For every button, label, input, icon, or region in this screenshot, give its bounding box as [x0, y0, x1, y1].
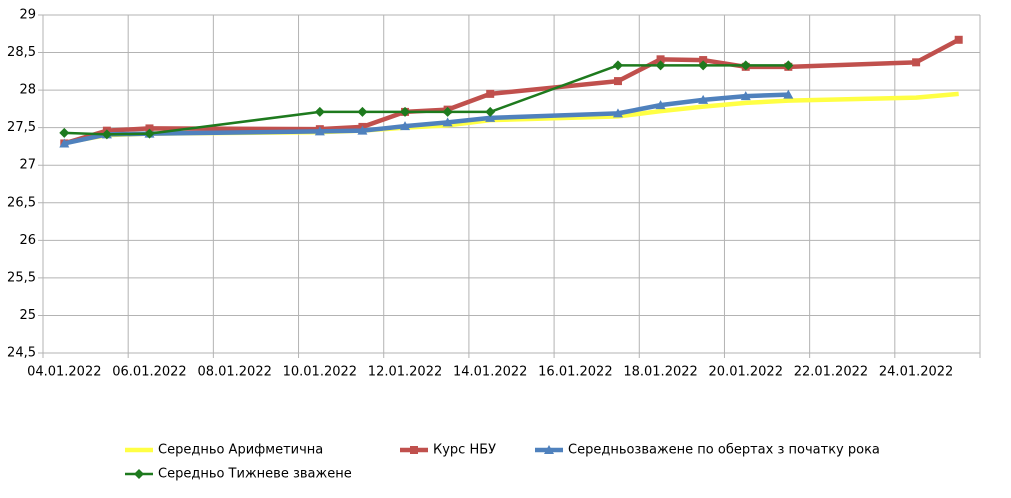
legend-label: Середньо Тижневе зважене: [158, 467, 352, 482]
x-tick-label: 08.01.2022: [197, 365, 271, 380]
point-marker: [59, 138, 70, 148]
point-marker: [400, 106, 411, 117]
y-tick-label: 26,5: [7, 195, 36, 210]
point-marker: [442, 106, 453, 117]
legend-marker: [410, 446, 418, 454]
point-marker: [655, 100, 666, 110]
x-tick-label: 20.01.2022: [709, 365, 783, 380]
y-tick-label: 27: [19, 158, 36, 173]
point-marker: [699, 56, 708, 65]
x-tick-label: 04.01.2022: [27, 365, 101, 380]
y-tick-label: 29: [19, 8, 36, 23]
legend-label: Курс НБУ: [433, 443, 496, 458]
point-marker: [486, 89, 495, 98]
point-marker: [357, 125, 368, 135]
point-marker: [101, 129, 112, 140]
point-marker: [954, 35, 963, 44]
point-marker: [740, 60, 751, 71]
y-tick-label: 28: [19, 83, 36, 98]
x-tick-label: 10.01.2022: [283, 365, 357, 380]
x-tick-label: 06.01.2022: [112, 365, 186, 380]
point-marker: [613, 77, 622, 86]
legend-marker: [134, 469, 144, 479]
y-tick-label: 24,5: [7, 346, 36, 361]
point-marker: [912, 58, 921, 67]
point-marker: [656, 55, 665, 64]
point-marker: [612, 108, 623, 118]
point-marker: [783, 89, 794, 99]
point-marker: [783, 60, 794, 71]
point-marker: [59, 127, 70, 138]
point-marker: [698, 60, 709, 71]
point-marker: [612, 60, 623, 71]
point-marker: [485, 112, 496, 122]
y-tick-label: 27,5: [7, 120, 36, 135]
point-marker: [400, 121, 411, 131]
y-tick-label: 26: [19, 233, 36, 248]
x-tick-label: 16.01.2022: [538, 365, 612, 380]
point-marker: [740, 91, 751, 101]
point-marker: [485, 106, 496, 117]
point-marker: [144, 128, 155, 139]
point-marker: [655, 60, 666, 71]
legend-marker: [544, 445, 554, 454]
y-tick-label: 25: [19, 308, 36, 323]
point-marker: [357, 106, 368, 117]
x-tick-label: 22.01.2022: [794, 365, 868, 380]
x-tick-label: 12.01.2022: [368, 365, 442, 380]
y-tick-label: 25,5: [7, 270, 36, 285]
point-marker: [145, 124, 154, 133]
legend-label: Середньо Арифметична: [158, 443, 323, 458]
point-marker: [442, 117, 453, 127]
x-tick-label: 18.01.2022: [623, 365, 697, 380]
point-marker: [698, 94, 709, 104]
point-marker: [314, 126, 325, 136]
point-marker: [314, 106, 325, 117]
x-tick-label: 24.01.2022: [879, 365, 953, 380]
y-tick-label: 28,5: [7, 45, 36, 60]
x-tick-label: 14.01.2022: [453, 365, 527, 380]
legend-label: Середньозважене по обертах з початку рок…: [568, 443, 880, 458]
series-line: [63, 92, 789, 146]
